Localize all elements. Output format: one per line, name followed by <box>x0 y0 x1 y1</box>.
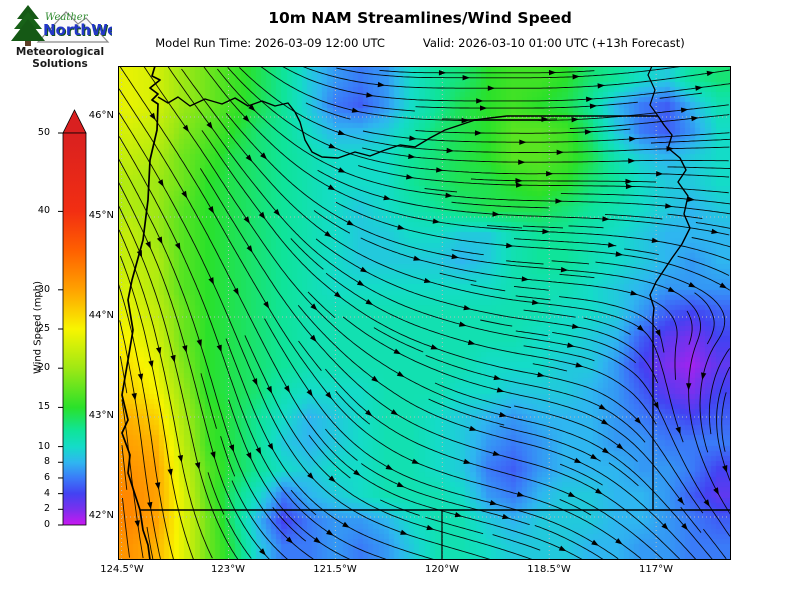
lat-tick-label: 44°N <box>88 310 114 321</box>
colorbar-gradient <box>62 132 87 526</box>
colorbar-tick-label: 20 <box>37 362 50 373</box>
logo-subtitle: Meteorological Solutions <box>8 46 112 70</box>
lon-tick-label: 120°W <box>425 564 459 575</box>
colorbar-tick-label: 10 <box>37 441 50 452</box>
logo-subtitle-line2: Solutions <box>32 58 88 71</box>
lon-tick-label: 118.5°W <box>527 564 571 575</box>
logo-weather-text: Weather <box>45 12 89 23</box>
colorbar-tick-label: 40 <box>37 205 50 216</box>
model-run-time: Model Run Time: 2026-03-09 12:00 UTC <box>155 36 385 50</box>
valid-time: Valid: 2026-03-10 01:00 UTC (+13h Foreca… <box>422 36 685 50</box>
logo-subtitle-line1: Meteorological <box>15 46 105 58</box>
streamline-arrows <box>131 69 728 556</box>
colorbar <box>58 109 87 526</box>
lon-tick-label: 123°W <box>211 564 245 575</box>
colorbar-tick-label: 4 <box>43 488 50 499</box>
colorbar-tick-label: 15 <box>37 401 50 412</box>
streamlines-overlay <box>118 66 731 560</box>
colorbar-tick-label: 50 <box>37 127 50 138</box>
subtitle-row: Model Run Time: 2026-03-09 12:00 UTC Val… <box>110 36 730 50</box>
colorbar-tick-label: 8 <box>43 456 50 467</box>
lon-tick-label: 124.5°W <box>100 564 144 575</box>
lat-tick-label: 42°N <box>88 510 114 521</box>
lon-tick-label: 121.5°W <box>313 564 357 575</box>
map-panel <box>118 66 731 560</box>
colorbar-tick-label: 2 <box>43 503 50 514</box>
logo-northwest-shadow: NorthWest <box>44 22 112 40</box>
map-frame <box>118 66 731 560</box>
colorbar-tick-label: 25 <box>37 323 50 334</box>
page-title: 10m NAM Streamlines/Wind Speed <box>268 9 572 27</box>
colorbar-tick-label: 30 <box>37 284 50 295</box>
lat-tick-label: 46°N <box>88 110 114 121</box>
lon-tick-label: 117°W <box>639 564 673 575</box>
state-borders <box>121 66 731 560</box>
mountain-icon <box>36 11 110 43</box>
logo-northwest-text: NorthWest <box>43 21 112 39</box>
streamlines <box>118 66 731 560</box>
colorbar-tick-label: 6 <box>43 472 50 483</box>
logo: Weather NorthWest NorthWest <box>8 4 134 52</box>
logo-graphic: Weather NorthWest NorthWest <box>11 5 134 46</box>
pine-tree-icon <box>11 5 45 46</box>
lat-tick-label: 45°N <box>88 210 114 221</box>
colorbar-tick-label: 0 <box>43 519 50 530</box>
lat-tick-label: 43°N <box>88 410 114 421</box>
